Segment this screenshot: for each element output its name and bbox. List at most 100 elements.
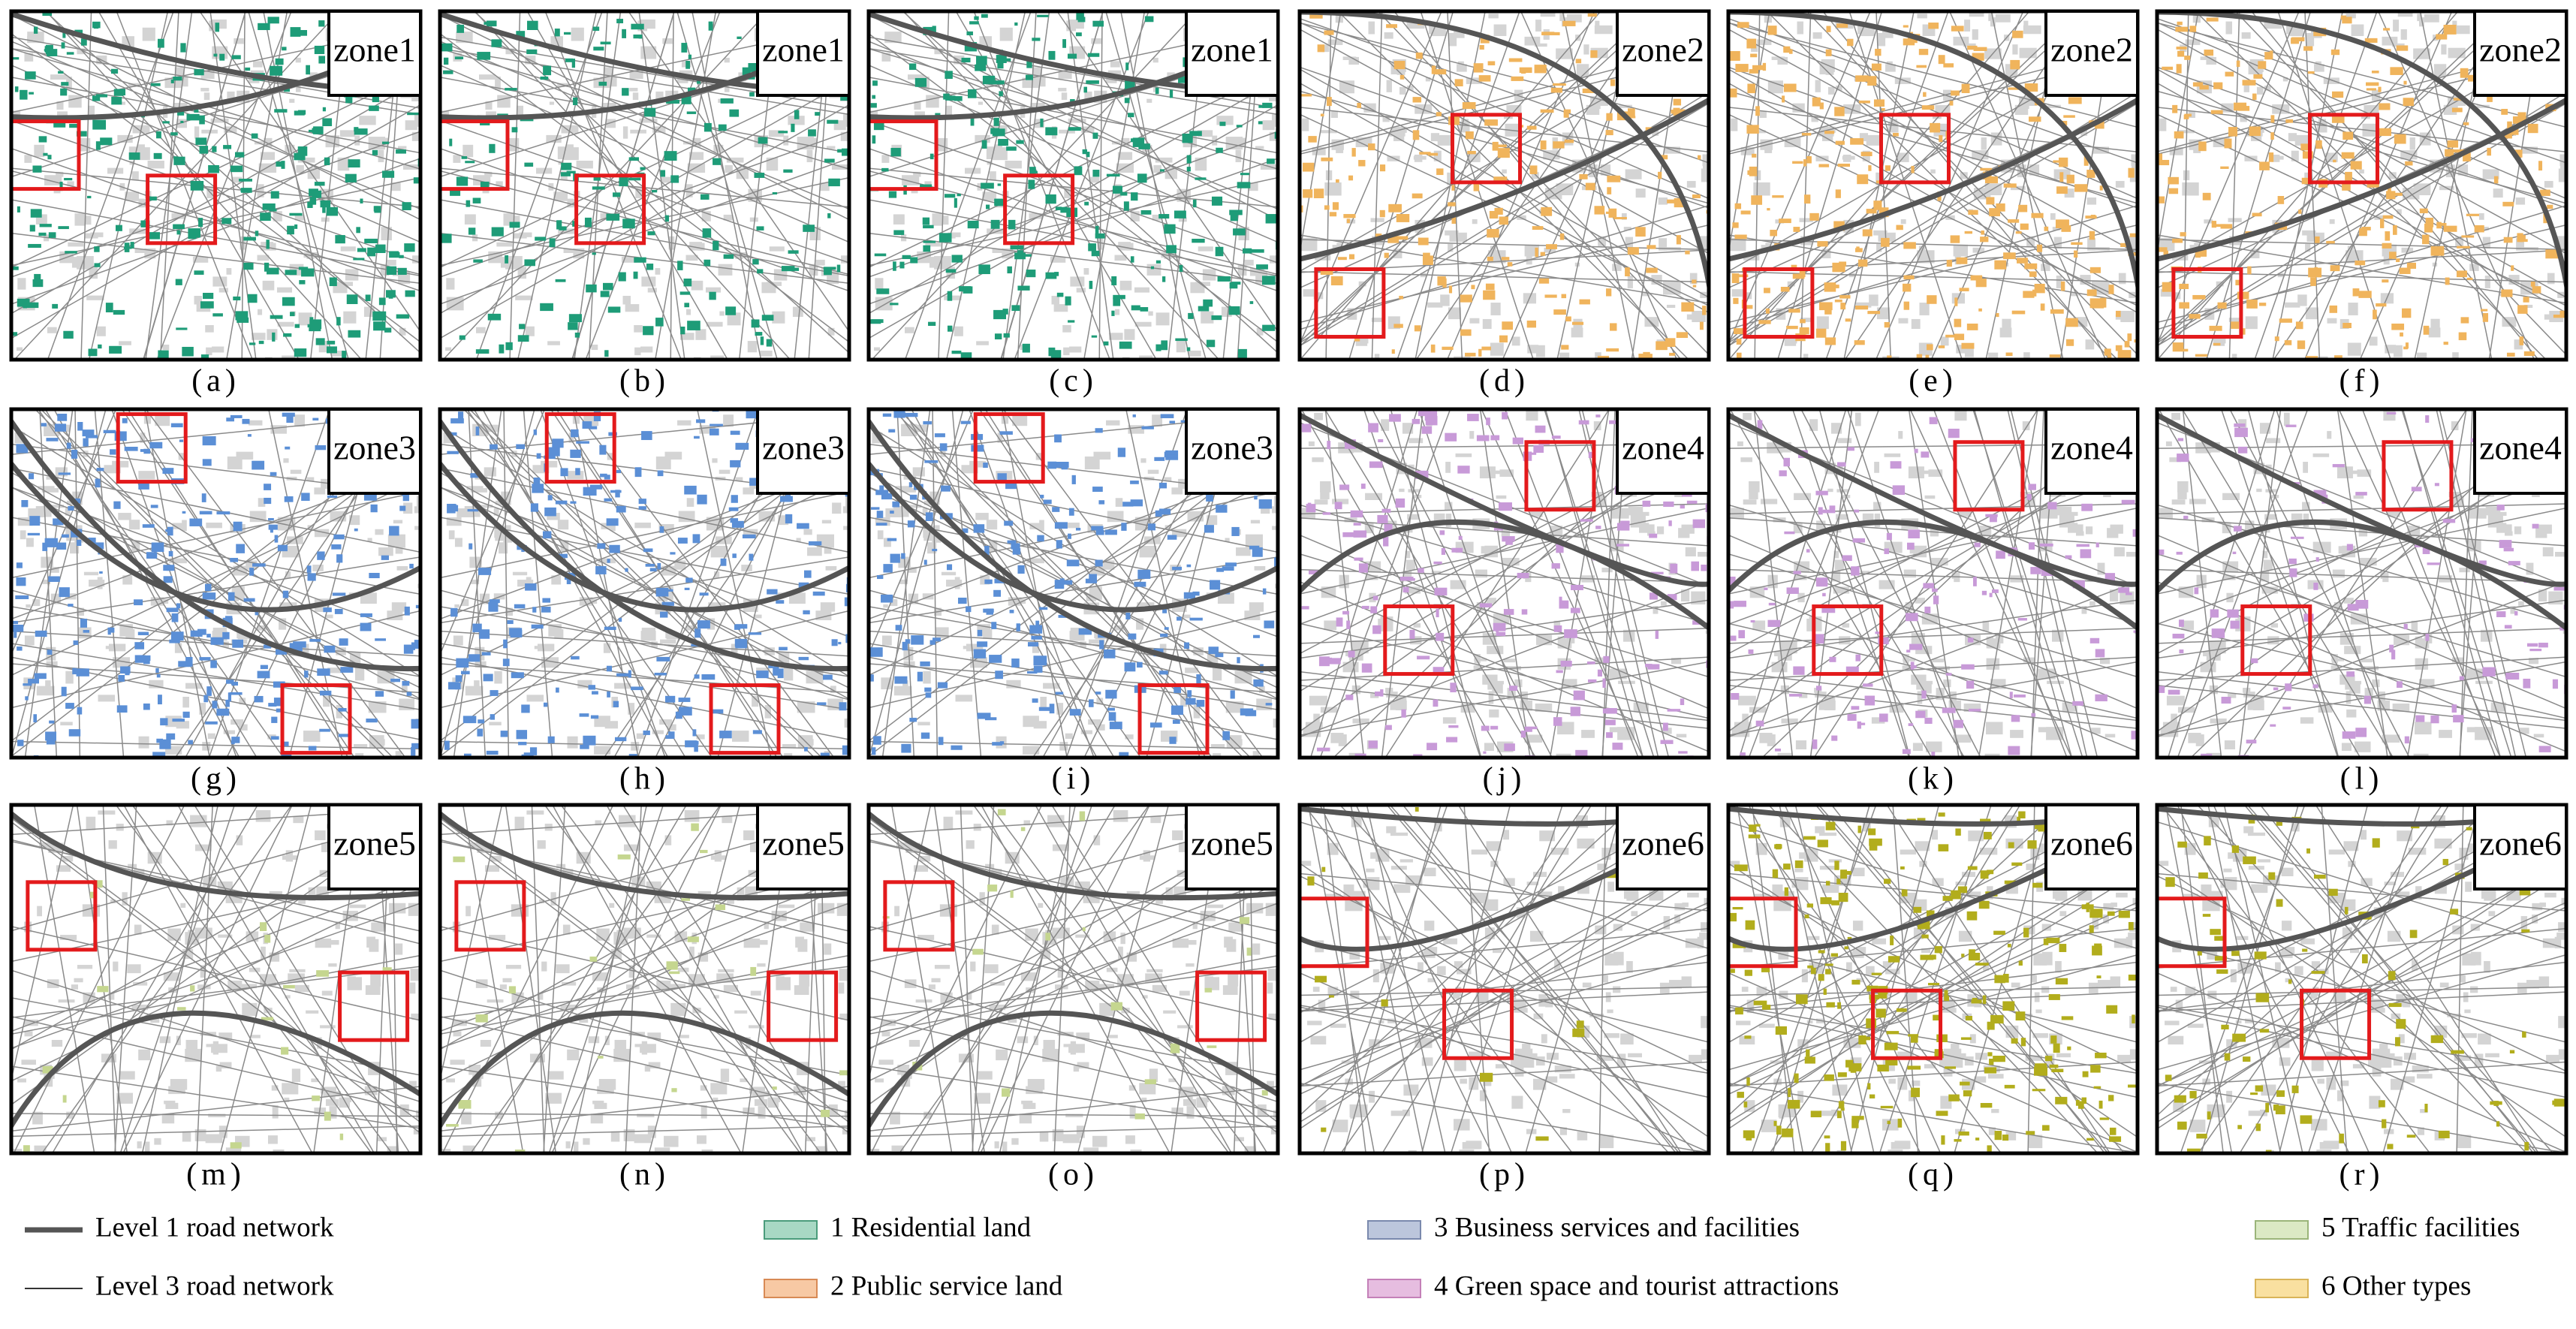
land-block (1488, 61, 1496, 65)
land-block (215, 23, 220, 32)
land-block (33, 714, 37, 722)
land-block (176, 603, 180, 608)
building (1251, 520, 1260, 524)
land-block (580, 713, 589, 717)
land-block (180, 43, 185, 52)
land-block (324, 646, 335, 652)
land-block (1874, 99, 1885, 107)
land-block (1556, 671, 1563, 674)
land-block (1368, 143, 1375, 150)
land-block (2302, 178, 2308, 184)
land-block (1440, 530, 1445, 535)
land-block (1159, 671, 1168, 674)
land-block (1156, 261, 1161, 264)
land-block (360, 613, 372, 617)
land-block (267, 17, 279, 23)
land-block (1162, 276, 1165, 282)
land-block (552, 438, 563, 448)
land-block (1172, 567, 1182, 571)
land-block (1547, 32, 1560, 35)
building (1828, 87, 1835, 95)
land-block (2072, 701, 2083, 706)
land-block (2018, 205, 2027, 212)
land-block (55, 423, 66, 431)
land-block (2520, 336, 2524, 345)
land-block (444, 741, 450, 750)
building (1761, 499, 1777, 504)
land-block (1954, 333, 1964, 339)
land-block (1131, 499, 1143, 506)
land-block (200, 301, 214, 308)
land-block (1968, 210, 1978, 215)
land-block (1792, 161, 1803, 164)
land-block (709, 292, 716, 300)
land-block (877, 511, 884, 518)
land-block (2068, 97, 2082, 104)
land-block (2056, 186, 2068, 194)
building (634, 523, 651, 528)
land-block (1840, 303, 1845, 309)
building (515, 296, 532, 300)
land-block (1396, 499, 1405, 508)
land-block (1193, 200, 1197, 207)
land-block (232, 640, 243, 648)
land-block (966, 32, 973, 35)
land-block (1579, 420, 1589, 425)
building (1005, 161, 1022, 168)
land-block (631, 24, 643, 30)
building (219, 288, 228, 292)
land-block (293, 641, 306, 647)
land-block (369, 573, 379, 578)
land-block (396, 149, 406, 154)
land-block (20, 90, 27, 100)
land-block (658, 470, 664, 476)
land-block (189, 519, 202, 526)
land-block (1190, 618, 1203, 621)
land-block (1788, 309, 1800, 312)
land-block (1324, 205, 1330, 209)
land-block (30, 225, 35, 232)
land-block (125, 672, 129, 675)
land-block (924, 560, 927, 565)
land-block (285, 270, 297, 275)
land-block (271, 717, 277, 723)
building (1930, 170, 1936, 173)
land-block (2331, 50, 2339, 55)
building (1451, 580, 1466, 589)
land-block (1349, 255, 1354, 260)
land-block (516, 445, 525, 449)
land-block (479, 629, 490, 639)
land-block (455, 56, 463, 59)
land-block (450, 190, 460, 196)
land-block (511, 630, 523, 637)
land-block (39, 136, 47, 142)
land-block (1541, 110, 1554, 113)
land-block (1800, 327, 1809, 334)
building (760, 351, 773, 357)
land-block (1885, 165, 1891, 170)
land-block (704, 123, 712, 132)
land-block (703, 228, 712, 237)
land-block (1847, 714, 1856, 721)
building (314, 487, 325, 494)
land-block (2184, 56, 2190, 60)
land-block (15, 595, 29, 599)
land-block (1142, 426, 1154, 429)
land-block (63, 331, 73, 339)
land-block (1435, 588, 1448, 595)
land-block (390, 679, 400, 682)
land-block (640, 167, 645, 170)
land-block (1496, 632, 1506, 636)
land-block (1700, 322, 1704, 330)
building (2285, 303, 2300, 308)
land-block (1881, 238, 1890, 247)
land-block (700, 592, 709, 595)
building (2041, 264, 2050, 271)
land-block (1382, 509, 1391, 513)
land-block (1939, 135, 1942, 142)
land-block (1663, 723, 1668, 731)
land-block (2247, 267, 2251, 275)
land-block (961, 352, 972, 358)
land-block (556, 688, 559, 693)
land-block (1927, 344, 1933, 350)
